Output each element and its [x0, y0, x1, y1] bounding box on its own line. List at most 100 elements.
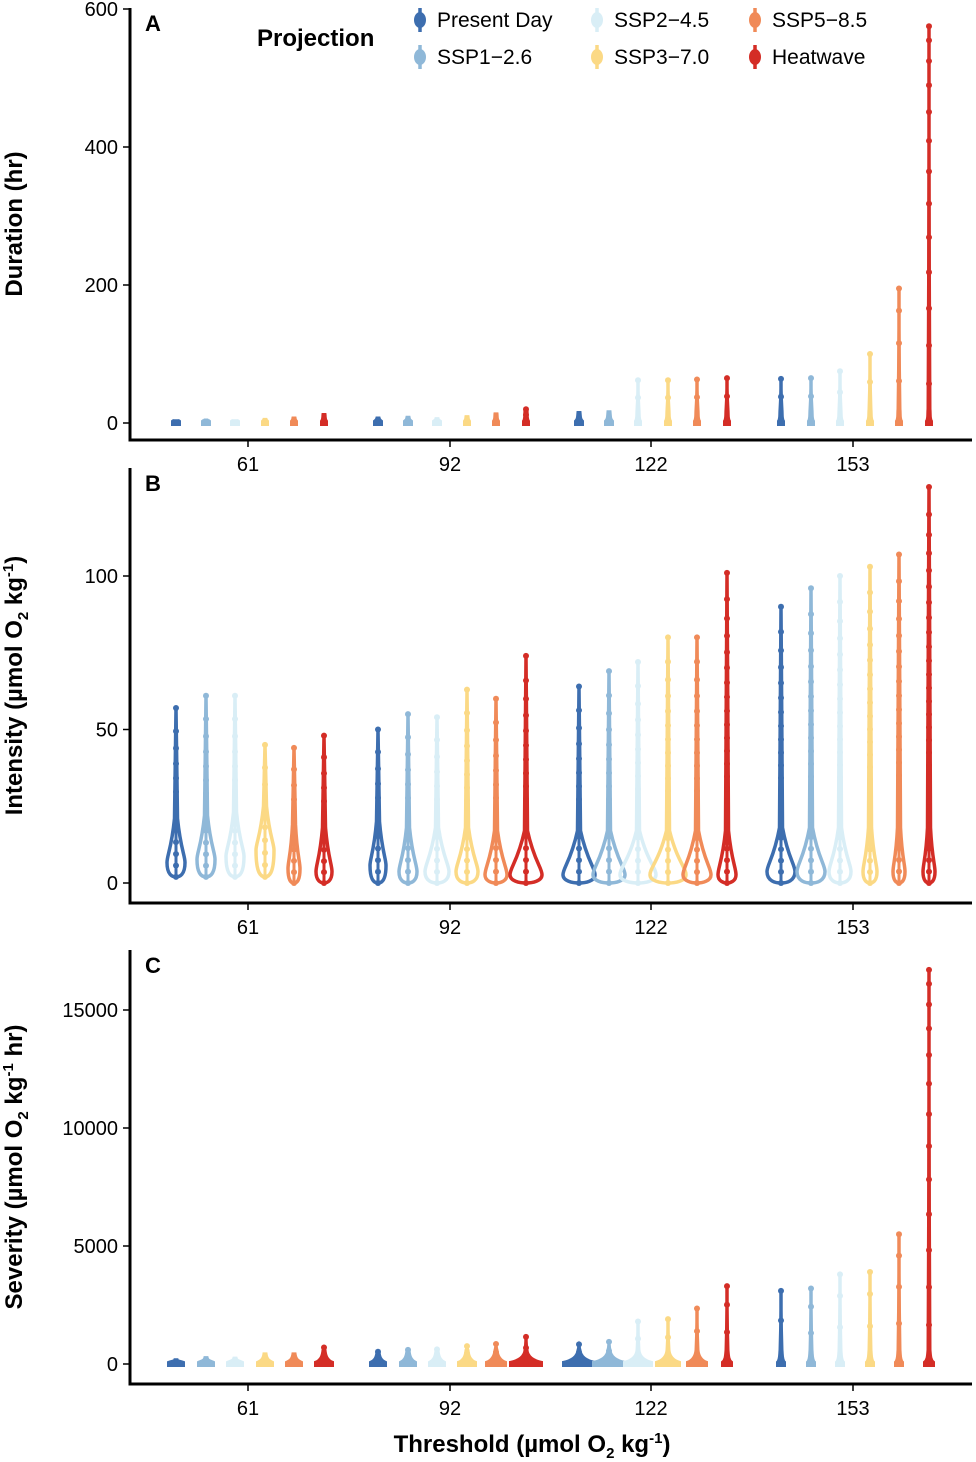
outlier-point [837, 880, 843, 886]
outlier-point [778, 762, 784, 769]
outlier-point [837, 762, 843, 769]
outlier-point [778, 664, 784, 671]
outlier-point [926, 1322, 932, 1329]
outlier-point [926, 599, 932, 606]
outlier-point [523, 727, 529, 734]
outlier-point [778, 749, 784, 756]
violin-B-122-1 [591, 668, 627, 886]
outlier-point [837, 798, 843, 805]
outlier-point [694, 880, 700, 886]
outlier-point [523, 808, 529, 815]
outlier-point [665, 634, 671, 641]
outlier-point [493, 767, 499, 774]
outlier-point [493, 833, 499, 840]
outlier-point [926, 749, 932, 756]
outlier-point [203, 803, 209, 810]
outlier-point [523, 833, 529, 840]
outlier-point [778, 823, 784, 830]
outlier-point [896, 420, 902, 426]
violin-C-122-4 [686, 1305, 708, 1367]
outlier-point [321, 811, 327, 818]
outlier-point [665, 880, 671, 886]
y-tick-label: 0 [107, 413, 118, 435]
outlier-point [606, 710, 612, 717]
outlier-point [405, 734, 411, 741]
y-tick-label: 200 [85, 275, 118, 297]
outlier-point [724, 707, 730, 714]
outlier-point [926, 550, 932, 557]
outlier-point [321, 835, 327, 842]
outlier-point [724, 880, 730, 886]
outlier-point [523, 868, 529, 875]
outlier-point [405, 1361, 411, 1367]
outlier-point [606, 1361, 612, 1367]
outlier-point [808, 786, 814, 793]
outlier-point [203, 851, 209, 858]
outlier-point [291, 846, 297, 853]
violin-B-92-5 [508, 652, 544, 886]
violin-A-122-5 [723, 375, 731, 426]
outlier-point [203, 827, 209, 834]
outlier-point [896, 706, 902, 713]
outlier-point [635, 798, 641, 805]
outlier-point [173, 788, 179, 795]
outlier-point [635, 822, 641, 829]
outlier-point [203, 777, 209, 784]
outlier-point [896, 784, 902, 791]
outlier-point [665, 762, 671, 769]
x-tick-label: 122 [634, 1398, 667, 1420]
outlier-point [606, 668, 612, 675]
outlier-point [896, 833, 902, 840]
violin-B-92-0 [368, 726, 388, 886]
outlier-point [173, 862, 179, 869]
outlier-point [926, 342, 932, 349]
outlier-point [405, 833, 411, 840]
outlier-point [665, 749, 671, 756]
violin-A-153-1 [807, 375, 815, 426]
outlier-point [606, 808, 612, 815]
legend-key-dot [591, 49, 603, 65]
outlier-point [837, 651, 843, 658]
outlier-point [232, 790, 238, 797]
outlier-point [375, 868, 381, 875]
outlier-point [606, 880, 612, 886]
outlier-point [694, 708, 700, 715]
outlier-point [724, 1301, 730, 1308]
violin-A-122-0 [574, 410, 584, 426]
outlier-point [291, 880, 297, 886]
outlier-point [493, 737, 499, 744]
outlier-point [896, 856, 902, 863]
outlier-point [523, 1344, 529, 1351]
outlier-point [926, 511, 932, 518]
outlier-point [321, 880, 327, 886]
outlier-point [896, 285, 902, 292]
y-axis-title: Intensity (µmol O2 kg-1) [0, 556, 32, 816]
outlier-point [203, 873, 209, 880]
outlier-point [493, 856, 499, 863]
outlier-point [808, 647, 814, 654]
x-tick-label: 61 [237, 454, 259, 476]
outlier-point [434, 768, 440, 775]
violin-A-153-5 [925, 23, 933, 426]
violin-B-61-5 [314, 732, 334, 886]
outlier-point [808, 868, 814, 875]
outlier-point [808, 611, 814, 618]
outlier-point [808, 880, 814, 886]
outlier-point [724, 773, 730, 780]
outlier-point [291, 857, 297, 864]
outlier-point [635, 420, 641, 426]
outlier-point [464, 727, 470, 734]
outlier-point [635, 759, 641, 766]
outlier-point [926, 234, 932, 241]
outlier-point [896, 678, 902, 685]
outlier-point [375, 749, 381, 756]
outlier-point [203, 839, 209, 846]
outlier-point [232, 862, 238, 869]
violin-C-153-1 [806, 1285, 816, 1367]
outlier-point [778, 603, 784, 610]
outlier-point [523, 783, 529, 790]
violin-A-92-2 [432, 417, 442, 426]
outlier-point [606, 1338, 612, 1345]
outlier-point [291, 796, 297, 803]
outlier-point [665, 377, 671, 384]
